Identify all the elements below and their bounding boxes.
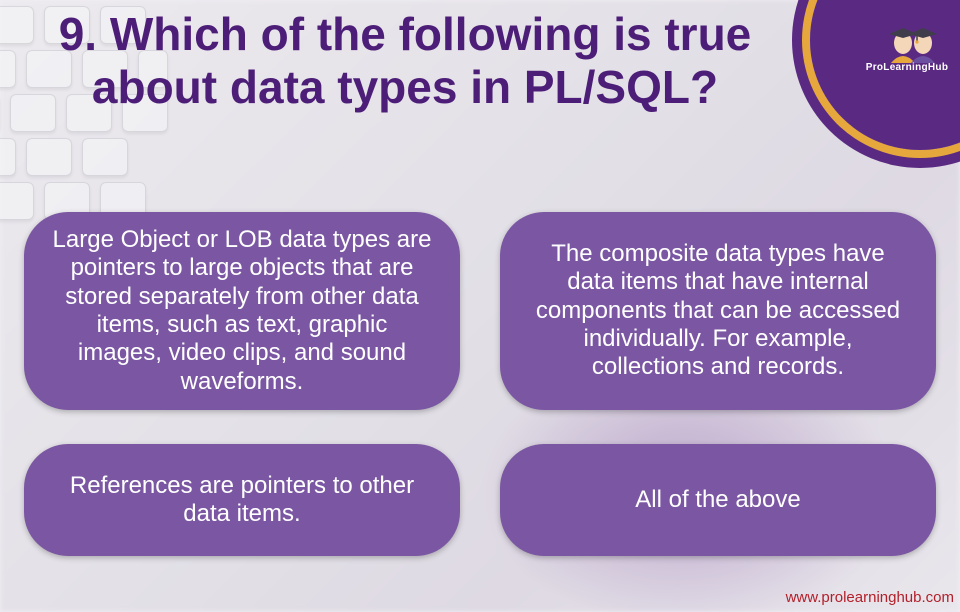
option-d-text: All of the above (528, 486, 908, 514)
option-a[interactable]: Large Object or LOB data types are point… (24, 212, 460, 410)
brand-name: ProLearningHub (860, 62, 954, 73)
option-b-text: The composite data types have data items… (528, 240, 908, 382)
footer-url: www.prolearninghub.com (786, 589, 954, 606)
option-b[interactable]: The composite data types have data items… (500, 212, 936, 410)
option-d[interactable]: All of the above (500, 444, 936, 556)
question-number: 9. (59, 8, 97, 60)
question-text: Which of the following is true about dat… (92, 8, 751, 113)
brand-corner: ProLearningHub (810, 0, 960, 120)
question-title: 9. Which of the following is true about … (20, 8, 790, 114)
option-a-text: Large Object or LOB data types are point… (52, 226, 432, 396)
options-grid: Large Object or LOB data types are point… (24, 212, 936, 556)
option-c[interactable]: References are pointers to other data it… (24, 444, 460, 556)
option-c-text: References are pointers to other data it… (52, 472, 432, 529)
